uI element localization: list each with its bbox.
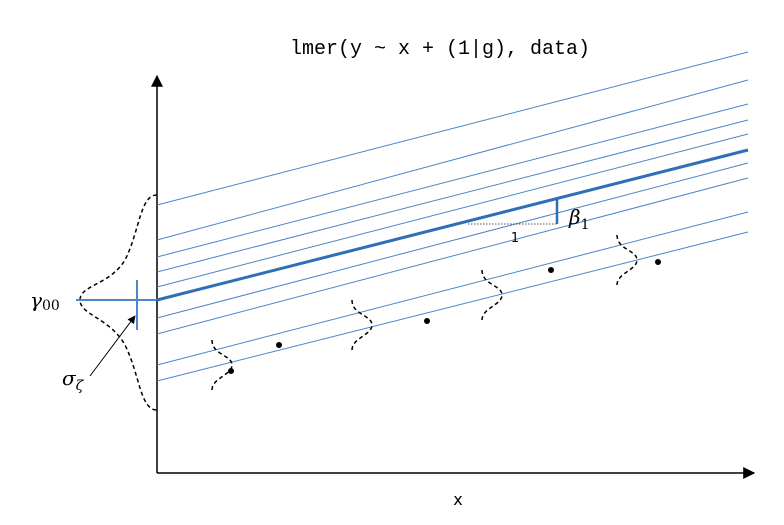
intercept-label: γ00 <box>30 288 60 314</box>
normal-curve <box>79 194 158 411</box>
residual-curves <box>211 234 638 391</box>
sd-symbol: σ <box>62 366 77 390</box>
slope-label: β1 <box>568 205 589 233</box>
title: lmer(y ~ x + (1|g), data) <box>290 38 590 61</box>
sd-label: σζ <box>62 366 85 394</box>
group-lines <box>156 51 749 382</box>
intercept-subscript: 00 <box>42 298 60 314</box>
fixed-line <box>156 148 749 302</box>
data-points <box>228 259 661 374</box>
intercept-symbol: γ <box>30 288 42 312</box>
x-axis-label: x <box>453 490 462 509</box>
slope-subscript: 1 <box>581 217 590 233</box>
run-label: 1 <box>511 231 519 246</box>
slope-symbol: β <box>568 205 581 229</box>
sd-subscript: ζ <box>76 378 85 394</box>
sd-arrow <box>89 315 136 377</box>
